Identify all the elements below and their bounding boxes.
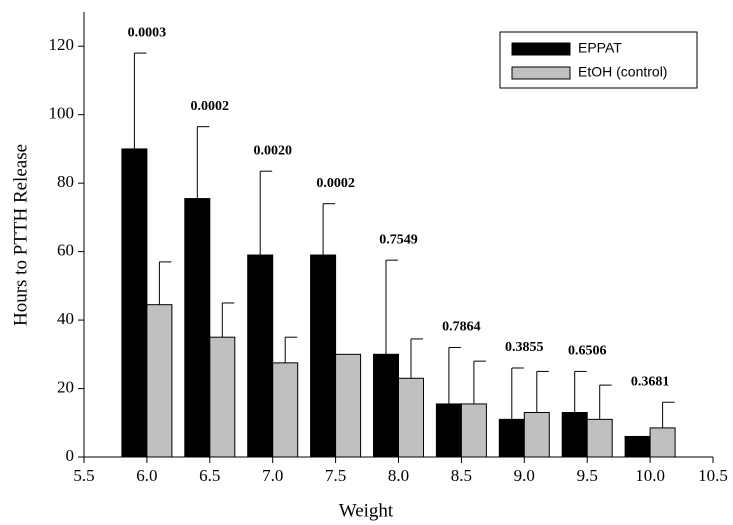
y-tick-label: 20 xyxy=(57,377,74,396)
bar xyxy=(373,353,399,458)
p-value: 0.3681 xyxy=(631,374,670,389)
legend-label: EPPAT xyxy=(578,40,622,56)
bar xyxy=(335,353,362,458)
x-tick-label: 9.0 xyxy=(514,466,535,485)
legend-label: EtOH (control) xyxy=(578,64,667,80)
error-bar xyxy=(284,336,298,363)
bar xyxy=(247,254,274,458)
legend-swatch xyxy=(511,42,571,56)
bar xyxy=(586,418,613,458)
x-tick-label: 7.5 xyxy=(325,466,346,485)
p-value: 0.0002 xyxy=(191,99,230,114)
error-bar xyxy=(221,302,235,338)
y-tick-label: 120 xyxy=(49,35,75,54)
x-tick-label: 8.0 xyxy=(388,466,409,485)
error-bar xyxy=(511,367,524,420)
bar xyxy=(209,336,236,458)
error-bar xyxy=(259,170,273,256)
bar xyxy=(498,418,525,458)
p-value: 0.0002 xyxy=(316,176,355,191)
error-bar xyxy=(410,338,423,379)
x-axis-label: Weight xyxy=(339,500,394,521)
bar xyxy=(121,148,148,458)
x-tick-label: 7.0 xyxy=(262,466,283,485)
p-value: 0.0020 xyxy=(253,143,292,158)
bar xyxy=(184,198,211,458)
bar xyxy=(310,254,337,458)
error-bar xyxy=(385,259,398,355)
legend-swatch xyxy=(511,66,571,80)
p-value: 0.6506 xyxy=(568,344,607,359)
x-tick-label: 9.5 xyxy=(577,466,598,485)
bar xyxy=(398,377,424,458)
p-value: 0.7864 xyxy=(442,320,481,335)
bar xyxy=(523,412,550,458)
bar xyxy=(435,403,462,458)
bar xyxy=(146,304,173,458)
p-value: 0.0003 xyxy=(128,25,167,40)
error-bar xyxy=(133,52,147,149)
error-bar xyxy=(158,261,172,305)
error-bar xyxy=(536,370,549,413)
error-bar xyxy=(448,346,461,404)
x-tick-label: 5.5 xyxy=(73,466,94,485)
x-tick-label: 10.0 xyxy=(635,466,665,485)
bar xyxy=(460,403,487,458)
error-bar xyxy=(196,126,210,199)
p-value: 0.3855 xyxy=(505,340,544,355)
x-tick-label: 6.0 xyxy=(136,466,157,485)
x-tick-label: 10.5 xyxy=(698,466,728,485)
y-axis-label: Hours to PTTH Release xyxy=(10,144,31,326)
x-tick-label: 8.5 xyxy=(451,466,472,485)
y-tick-label: 0 xyxy=(66,446,75,465)
bar xyxy=(561,412,588,458)
bar xyxy=(272,362,299,458)
error-bar xyxy=(599,384,612,420)
y-tick-label: 60 xyxy=(57,241,74,260)
p-value: 0.7549 xyxy=(379,232,418,247)
error-bar xyxy=(322,203,336,256)
error-bar xyxy=(574,370,587,413)
y-tick-label: 100 xyxy=(49,104,75,123)
y-tick-label: 40 xyxy=(57,309,74,328)
bar xyxy=(649,427,676,458)
error-bar xyxy=(473,360,486,404)
error-bar xyxy=(662,401,675,428)
bar xyxy=(624,435,651,458)
x-tick-label: 6.5 xyxy=(199,466,220,485)
y-tick-label: 80 xyxy=(57,172,74,191)
